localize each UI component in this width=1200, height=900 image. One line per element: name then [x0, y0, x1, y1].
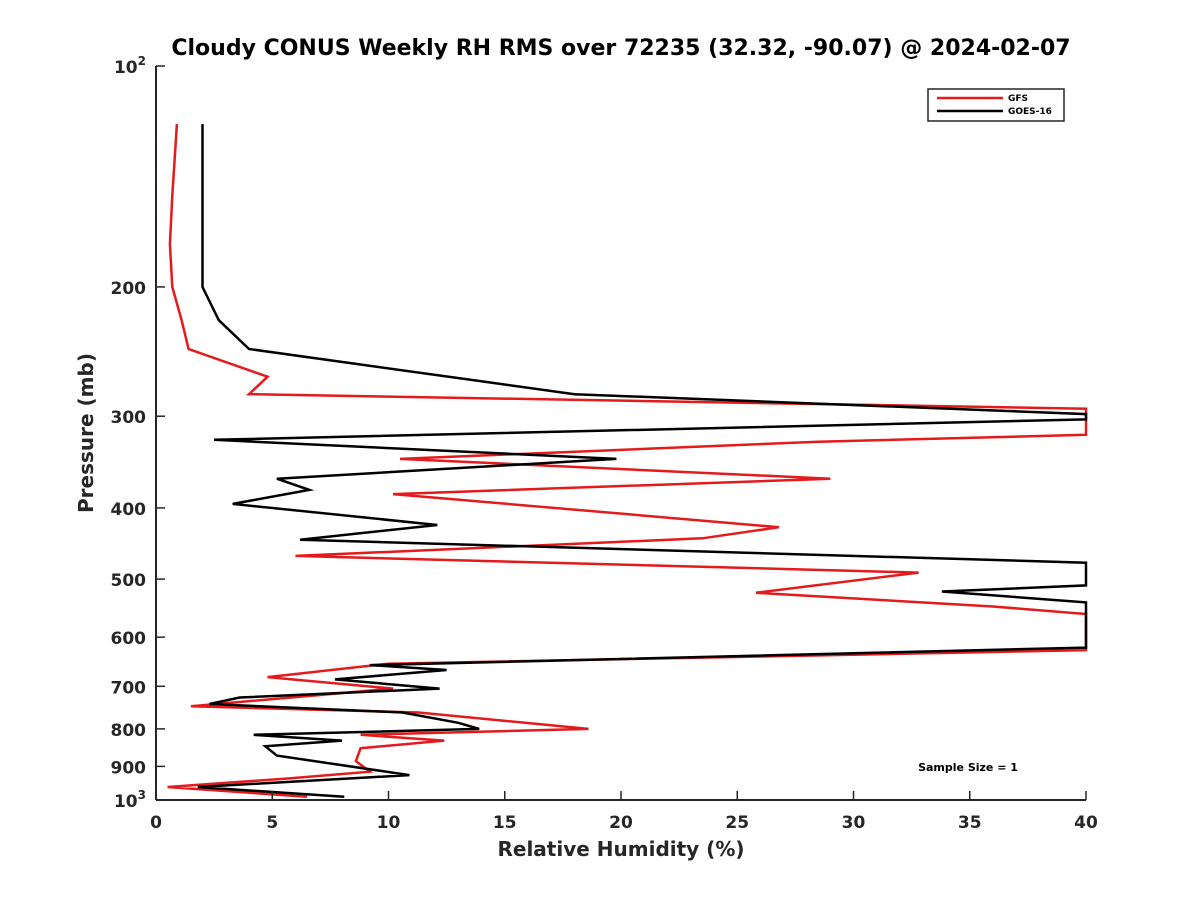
legend-box [927, 88, 1065, 122]
y-tick-label: 500 [111, 571, 147, 591]
plot-area: 0 5 10 15 20 25 30 35 40 102 200 300 400 500 600 700 80… [111, 54, 1098, 833]
legend-label: GOES-16 [1008, 107, 1052, 117]
y-tick-label: 102 [114, 54, 146, 78]
x-tick-label: 30 [842, 813, 866, 833]
y-tick-label: 900 [111, 758, 147, 778]
y-tick-label: 400 [111, 500, 147, 520]
series-layer [167, 124, 1088, 799]
y-tick-label: 700 [111, 678, 147, 698]
y-axis-label: Pressure (mb) [74, 353, 98, 513]
y-tick-label: 103 [114, 788, 146, 812]
x-tick-label: 15 [493, 813, 517, 833]
x-axis-ticks: 0 5 10 15 20 25 30 35 40 [150, 791, 1098, 833]
x-tick-label: 20 [609, 813, 633, 833]
x-tick-label: 5 [266, 813, 278, 833]
x-tick-label: 35 [958, 813, 982, 833]
x-axis-label: Relative Humidity (%) [497, 837, 744, 861]
y-tick-label: 300 [111, 408, 147, 428]
x-tick-label: 0 [150, 813, 162, 833]
y-tick-label: 600 [111, 629, 147, 649]
series-line-gfs [167, 124, 1088, 799]
legend-label: GFS [1008, 94, 1028, 104]
x-tick-label: 40 [1074, 813, 1098, 833]
y-axis-ticks: 102 200 300 400 500 600 700 800 900 103 [111, 54, 165, 812]
series-line-goes-16 [197, 124, 1088, 799]
chart-title: Cloudy CONUS Weekly RH RMS over 72235 (3… [171, 36, 1070, 61]
sample-size-annotation: Sample Size = 1 [918, 761, 1018, 774]
y-tick-label: 200 [111, 279, 147, 299]
legend: GFS GOES-16 [927, 88, 1065, 122]
x-tick-label: 25 [725, 813, 749, 833]
legend-entries: GFS GOES-16 [937, 94, 1052, 117]
y-tick-label: 800 [111, 721, 147, 741]
x-tick-label: 10 [377, 813, 401, 833]
